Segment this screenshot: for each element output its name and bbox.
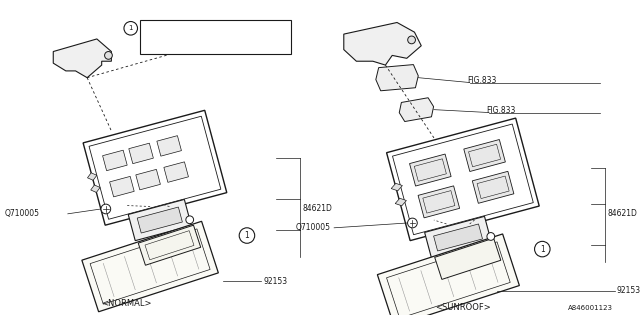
Polygon shape <box>137 207 182 233</box>
Polygon shape <box>435 238 501 279</box>
Polygon shape <box>387 118 540 241</box>
Polygon shape <box>376 65 419 91</box>
Circle shape <box>101 204 111 214</box>
Circle shape <box>104 52 113 59</box>
Polygon shape <box>434 224 483 251</box>
Bar <box>140 20 291 54</box>
Text: 1: 1 <box>244 231 250 240</box>
Polygon shape <box>129 143 154 164</box>
Text: Q710005: Q710005 <box>5 209 40 218</box>
Polygon shape <box>91 185 100 192</box>
Text: <NORMAL>: <NORMAL> <box>100 299 151 308</box>
Circle shape <box>408 218 417 228</box>
Circle shape <box>408 36 415 44</box>
Polygon shape <box>399 98 433 122</box>
Circle shape <box>124 21 138 35</box>
Circle shape <box>239 228 255 243</box>
Text: 1: 1 <box>129 25 133 31</box>
Polygon shape <box>102 150 127 171</box>
Polygon shape <box>82 221 218 312</box>
Text: <SUNROOF>: <SUNROOF> <box>435 303 491 312</box>
Text: FIG.833: FIG.833 <box>486 106 515 115</box>
Polygon shape <box>464 140 506 172</box>
Polygon shape <box>391 183 403 191</box>
Polygon shape <box>378 234 520 320</box>
Polygon shape <box>472 171 514 203</box>
Text: 1: 1 <box>540 244 545 253</box>
Polygon shape <box>344 22 421 65</box>
Text: 92153: 92153 <box>264 276 287 285</box>
Polygon shape <box>53 39 111 78</box>
Polygon shape <box>424 216 492 259</box>
Circle shape <box>487 233 495 240</box>
Polygon shape <box>109 176 134 197</box>
Text: 84621D: 84621D <box>302 204 332 213</box>
Polygon shape <box>138 225 201 265</box>
Circle shape <box>534 241 550 257</box>
Polygon shape <box>410 154 451 186</box>
Polygon shape <box>395 198 406 206</box>
Polygon shape <box>418 186 460 218</box>
Text: FIG.833: FIG.833 <box>467 76 496 85</box>
Polygon shape <box>83 110 227 225</box>
Text: 92153: 92153 <box>617 286 640 295</box>
Text: A846001123: A846001123 <box>568 305 613 311</box>
Text: 84920G*A(0902- ): 84920G*A(0902- ) <box>145 43 209 49</box>
Text: 84920G*B( -0902): 84920G*B( -0902) <box>145 25 209 32</box>
Text: 84621D: 84621D <box>607 209 637 218</box>
Polygon shape <box>136 169 161 190</box>
Polygon shape <box>88 173 97 180</box>
Circle shape <box>186 216 193 224</box>
Polygon shape <box>164 162 188 182</box>
Polygon shape <box>157 136 181 156</box>
Polygon shape <box>128 199 191 241</box>
Text: Q710005: Q710005 <box>296 223 330 232</box>
